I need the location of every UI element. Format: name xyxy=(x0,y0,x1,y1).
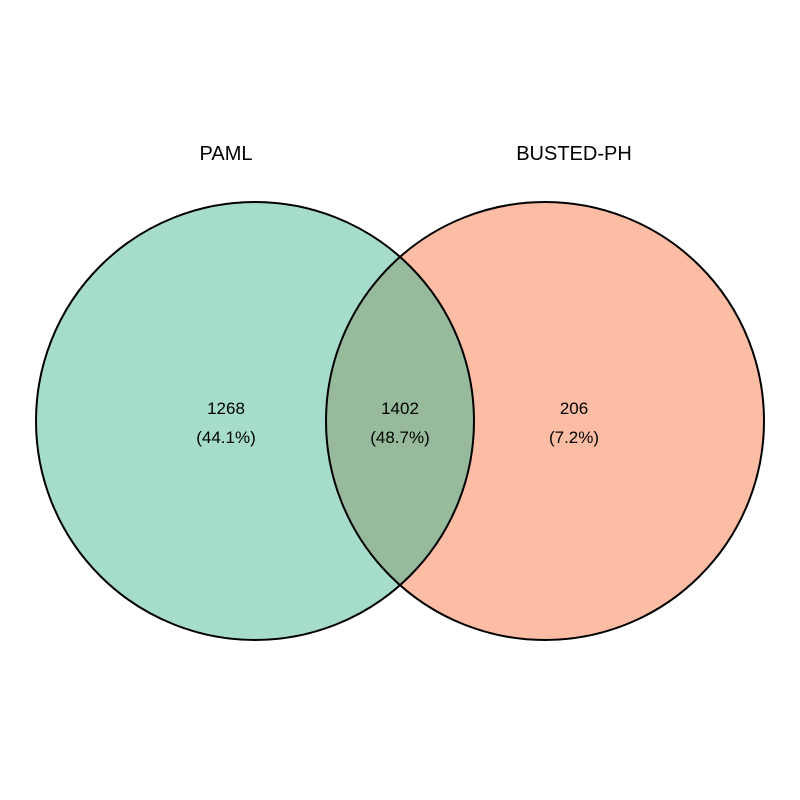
only-busted-ph-percent: (7.2%) xyxy=(549,428,599,447)
only-paml-count: 1268 xyxy=(207,399,245,418)
only-paml-percent: (44.1%) xyxy=(196,428,256,447)
busted-ph-set-label: BUSTED-PH xyxy=(516,143,632,165)
intersection-count: 1402 xyxy=(381,399,419,418)
paml-set-label: PAML xyxy=(200,143,253,165)
intersection-region xyxy=(326,202,474,640)
intersection-percent: (48.7%) xyxy=(370,428,430,447)
paml-set-outline xyxy=(35,201,475,641)
busted-ph-set-outline xyxy=(325,201,765,641)
only-busted-ph-count: 206 xyxy=(560,399,588,418)
